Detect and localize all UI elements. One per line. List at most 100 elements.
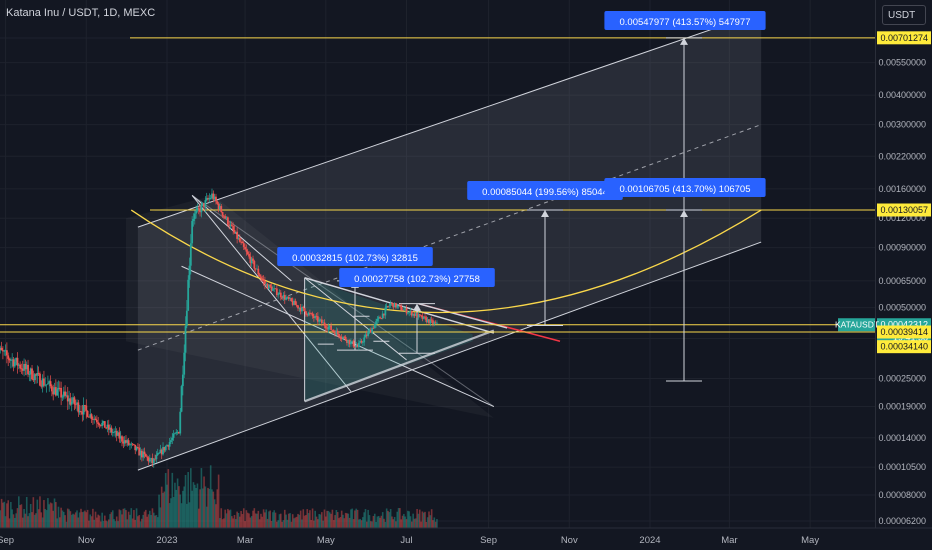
volume-bar xyxy=(287,513,290,528)
volume-bar xyxy=(182,490,184,528)
volume-bar xyxy=(424,511,426,528)
candle-body xyxy=(409,311,412,313)
candle-body xyxy=(416,313,419,318)
candle-body xyxy=(200,204,203,213)
volume-bar xyxy=(383,518,385,528)
candle-body xyxy=(212,193,215,200)
candle-body xyxy=(146,456,149,458)
candle-body xyxy=(271,288,274,291)
volume-bar xyxy=(16,508,19,528)
candle-body xyxy=(52,391,55,395)
candle-body xyxy=(208,198,211,200)
volume-bar xyxy=(126,519,129,528)
candle-body xyxy=(60,387,63,398)
volume-bar xyxy=(223,518,225,528)
volume-bar xyxy=(109,514,111,528)
volume-bar xyxy=(85,512,88,528)
candle-body xyxy=(35,374,37,376)
candle-body xyxy=(62,391,65,397)
volume-bar xyxy=(430,509,433,528)
volume-bar xyxy=(309,510,311,528)
candle-body xyxy=(224,216,227,219)
time-tick-label: Sep xyxy=(0,535,14,546)
candle-body xyxy=(31,368,33,380)
volume-bar xyxy=(154,515,156,528)
volume-bar xyxy=(307,513,310,528)
volume-bar xyxy=(29,504,32,528)
volume-bar xyxy=(156,517,159,528)
volume-bar xyxy=(331,509,334,528)
volume-bar xyxy=(241,514,244,528)
candle-body xyxy=(298,307,301,309)
volume-bar xyxy=(106,521,109,528)
volume-bar xyxy=(12,514,15,528)
volume-bar xyxy=(11,509,13,528)
volume-bar xyxy=(52,510,54,528)
candle-body xyxy=(204,200,207,208)
volume-bar xyxy=(392,519,395,528)
volume-bar xyxy=(56,518,58,528)
candle-body xyxy=(4,350,7,352)
candle-body xyxy=(89,414,92,418)
price-marker-label: 0.00701274 xyxy=(880,33,928,43)
candle-body xyxy=(307,312,310,316)
volume-bar xyxy=(57,506,60,528)
volume-bar xyxy=(343,518,346,528)
time-tick-label: May xyxy=(317,535,335,546)
candle-body xyxy=(40,385,43,387)
candle-body xyxy=(144,454,147,457)
candle-body xyxy=(252,258,254,261)
candle-body xyxy=(199,208,201,213)
candle-body xyxy=(361,342,364,344)
volume-bar xyxy=(186,503,188,528)
volume-bar xyxy=(184,475,187,528)
volume-bar xyxy=(207,487,209,528)
volume-bar xyxy=(196,483,199,528)
volume-bar xyxy=(405,519,408,528)
candle-body xyxy=(57,387,60,390)
volume-bar xyxy=(216,489,219,528)
candle-body xyxy=(189,243,192,266)
measure-label: 0.00085044 (199.56%) 85044 xyxy=(482,187,608,198)
candle-body xyxy=(281,297,284,299)
currency-selector[interactable]: USDT xyxy=(882,5,926,25)
volume-bar xyxy=(215,504,217,528)
candle-body xyxy=(180,386,183,412)
price-marker xyxy=(877,340,931,354)
volume-bar xyxy=(61,510,64,528)
candle-body xyxy=(133,444,135,446)
volume-bar xyxy=(119,510,122,528)
volume-bar xyxy=(273,510,275,528)
volume-bar xyxy=(65,521,68,528)
volume-bar xyxy=(314,510,317,528)
volume-bar xyxy=(219,518,221,528)
price-tick-label: 0.00010500 xyxy=(878,462,926,472)
volume-bar xyxy=(125,510,127,528)
candle-body xyxy=(391,303,393,304)
time-tick-label: Mar xyxy=(721,535,737,546)
volume-bar xyxy=(250,516,253,528)
candle-body xyxy=(293,300,295,305)
measure-label: 0.00032815 (102.73%) 32815 xyxy=(292,253,418,264)
candle-body xyxy=(238,238,241,242)
candle-body xyxy=(33,374,36,381)
volume-bar xyxy=(131,518,134,528)
volume-bar xyxy=(31,512,33,528)
volume-bar xyxy=(334,515,336,528)
candle-body xyxy=(332,330,335,332)
volume-bar xyxy=(380,515,383,528)
candle-body xyxy=(408,312,411,313)
volume-bar xyxy=(164,473,167,528)
candle-body xyxy=(223,215,225,217)
candle-body xyxy=(70,401,73,405)
volume-bar xyxy=(204,486,207,528)
candle-body xyxy=(81,411,84,415)
volume-bar xyxy=(122,508,125,528)
candle-body xyxy=(49,381,52,387)
candle-body xyxy=(187,279,190,311)
candle-body xyxy=(348,339,351,345)
candle-body xyxy=(225,217,228,219)
volume-bar xyxy=(15,513,17,528)
cup-curve xyxy=(130,209,762,314)
